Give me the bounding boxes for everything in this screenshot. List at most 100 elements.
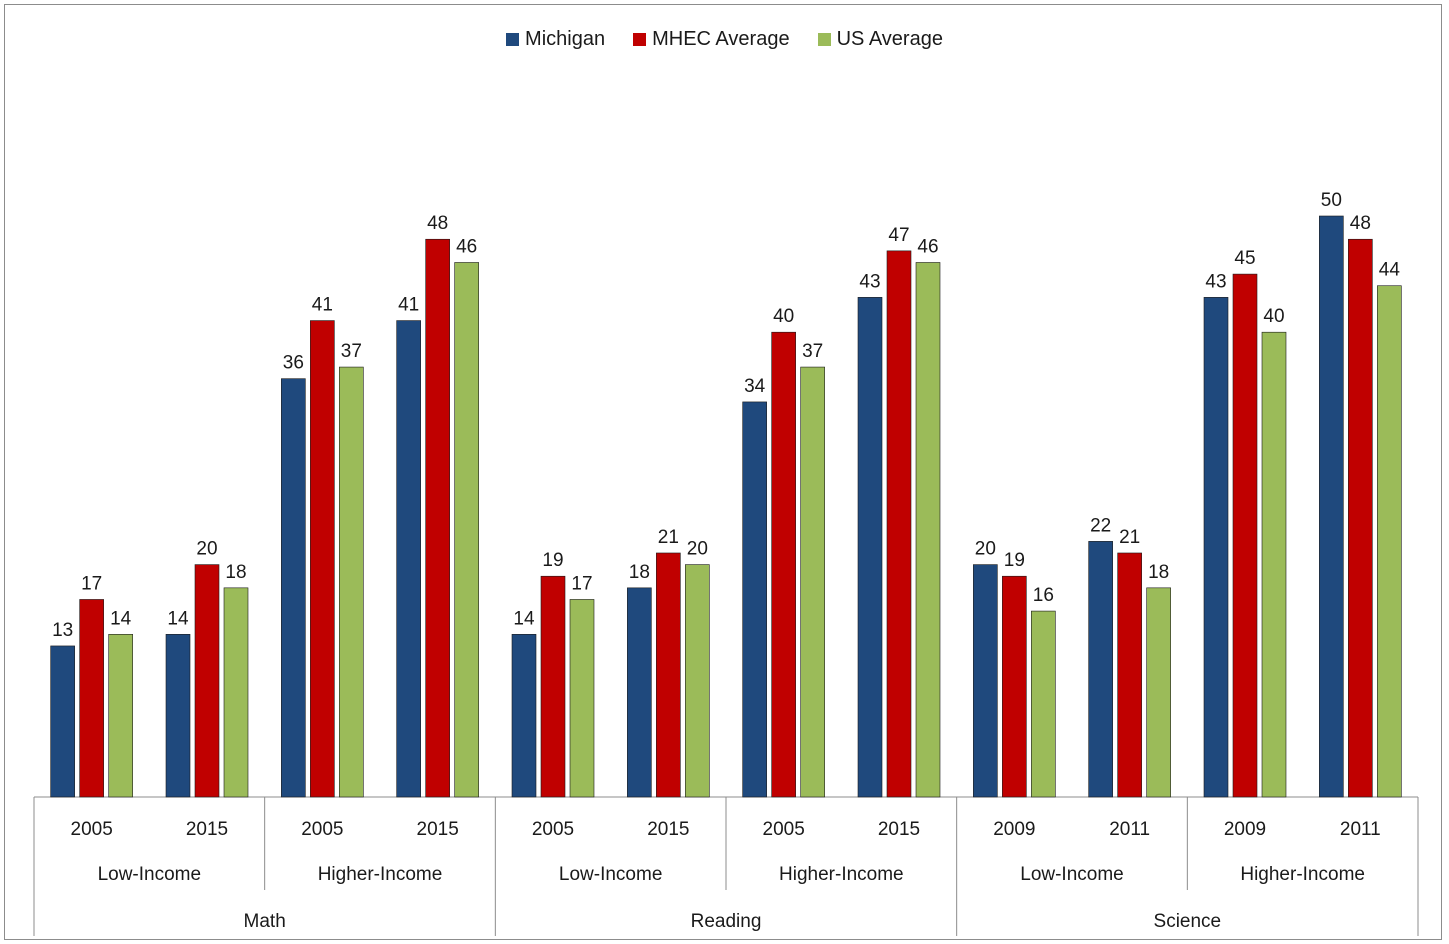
data-label: 34 bbox=[744, 376, 766, 397]
bar-michigan bbox=[1319, 215, 1344, 798]
bar-mhec-average bbox=[194, 564, 220, 798]
tick-label-year: 2005 bbox=[532, 819, 574, 840]
bar-michigan bbox=[511, 634, 537, 798]
tick-label-year: 2015 bbox=[878, 819, 920, 840]
bar-michigan bbox=[281, 378, 306, 798]
data-label: 20 bbox=[975, 539, 996, 560]
bar-mhec-average bbox=[1002, 575, 1027, 798]
data-label: 20 bbox=[196, 539, 217, 560]
legend-item-us: US Average bbox=[817, 28, 943, 51]
tick-label-year: 2005 bbox=[763, 819, 805, 840]
data-label: 17 bbox=[81, 573, 102, 594]
legend-swatch-us bbox=[817, 33, 831, 46]
data-label: 19 bbox=[1004, 550, 1025, 571]
bar-michigan bbox=[857, 297, 883, 798]
data-label: 46 bbox=[456, 236, 477, 257]
bar-mhec-average bbox=[540, 575, 566, 798]
legend-item-michigan: Michigan bbox=[506, 28, 605, 51]
bar-us-average bbox=[1377, 285, 1402, 798]
tick-label-income: Low-Income bbox=[559, 864, 663, 885]
data-label: 44 bbox=[1379, 260, 1401, 281]
data-label: 21 bbox=[658, 527, 679, 548]
bar-us-average bbox=[108, 634, 133, 798]
legend-swatch-mhec bbox=[633, 33, 647, 46]
data-label: 19 bbox=[542, 550, 563, 571]
tick-label-year: 2009 bbox=[993, 819, 1035, 840]
bar-mhec-average bbox=[310, 320, 335, 798]
data-label: 40 bbox=[773, 306, 794, 327]
data-label: 41 bbox=[398, 295, 419, 316]
bar-mhec-average bbox=[79, 599, 104, 798]
data-label: 48 bbox=[1350, 213, 1371, 234]
tick-label-year: 2015 bbox=[417, 819, 459, 840]
data-label: 14 bbox=[513, 608, 535, 629]
legend-item-mhec: MHEC Average bbox=[633, 28, 790, 51]
data-label: 14 bbox=[167, 608, 189, 629]
data-label: 14 bbox=[110, 608, 132, 629]
data-label: 43 bbox=[1205, 271, 1226, 292]
tick-label-year: 2005 bbox=[301, 819, 343, 840]
data-label: 16 bbox=[1033, 585, 1054, 606]
data-label: 40 bbox=[1263, 306, 1284, 327]
legend-swatch-michigan bbox=[506, 33, 520, 46]
bar-us-average bbox=[569, 599, 595, 798]
data-label: 36 bbox=[283, 353, 304, 374]
data-label: 45 bbox=[1234, 248, 1255, 269]
bar-us-average bbox=[685, 564, 710, 798]
bar-us-average bbox=[800, 366, 825, 798]
bar-us-average bbox=[454, 262, 479, 798]
bar-mhec-average bbox=[1348, 238, 1373, 798]
legend-label-mhec: MHEC Average bbox=[652, 28, 790, 50]
tick-label-subject: Math bbox=[244, 911, 286, 932]
tick-label-year: 2005 bbox=[71, 819, 113, 840]
bar-michigan bbox=[742, 401, 767, 798]
data-label: 47 bbox=[888, 225, 909, 246]
tick-label-income: Higher-Income bbox=[779, 864, 904, 885]
bar-us-average bbox=[915, 262, 941, 798]
bar-us-average bbox=[339, 366, 364, 798]
tick-label-subject: Science bbox=[1154, 911, 1222, 932]
data-label: 37 bbox=[802, 341, 823, 362]
data-label: 41 bbox=[312, 295, 333, 316]
bar-michigan bbox=[973, 564, 998, 798]
bar-mhec-average bbox=[656, 552, 681, 798]
bar-michigan bbox=[50, 645, 75, 798]
data-label: 20 bbox=[687, 539, 708, 560]
tick-label-year: 2015 bbox=[647, 819, 689, 840]
data-label: 22 bbox=[1090, 515, 1111, 536]
tick-label-year: 2011 bbox=[1109, 819, 1150, 840]
bar-michigan bbox=[627, 587, 652, 798]
bar-us-average bbox=[1031, 610, 1056, 798]
data-label: 46 bbox=[917, 236, 938, 257]
data-label: 18 bbox=[225, 562, 246, 583]
bar-mhec-average bbox=[425, 238, 450, 798]
tick-label-income: Higher-Income bbox=[318, 864, 443, 885]
bar-us-average bbox=[1261, 331, 1287, 798]
tick-label-year: 2009 bbox=[1224, 819, 1266, 840]
data-label: 21 bbox=[1119, 527, 1140, 548]
tick-label-income: Higher-Income bbox=[1240, 864, 1365, 885]
bar-mhec-average bbox=[886, 250, 912, 798]
bar-michigan bbox=[1203, 297, 1229, 798]
data-label: 17 bbox=[571, 573, 592, 594]
data-label: 43 bbox=[859, 271, 880, 292]
bar-us-average bbox=[223, 587, 249, 798]
bar-michigan bbox=[1088, 541, 1113, 798]
bar-mhec-average bbox=[1117, 552, 1142, 798]
bar-us-average bbox=[1146, 587, 1171, 798]
data-label: 18 bbox=[629, 562, 650, 583]
data-label: 50 bbox=[1321, 190, 1342, 211]
legend-label-michigan: Michigan bbox=[525, 28, 606, 50]
tick-label-income: Low-Income bbox=[98, 864, 202, 885]
tick-label-year: 2011 bbox=[1340, 819, 1381, 840]
legend-label-us: US Average bbox=[836, 28, 943, 50]
data-label: 48 bbox=[427, 213, 448, 234]
bar-mhec-average bbox=[771, 331, 796, 798]
chart-frame bbox=[4, 4, 1442, 940]
legend: Michigan MHEC Average US Average bbox=[0, 28, 1449, 51]
tick-label-year: 2015 bbox=[186, 819, 228, 840]
bar-michigan bbox=[165, 634, 191, 798]
tick-label-income: Low-Income bbox=[1020, 864, 1124, 885]
bar-mhec-average bbox=[1232, 273, 1258, 798]
